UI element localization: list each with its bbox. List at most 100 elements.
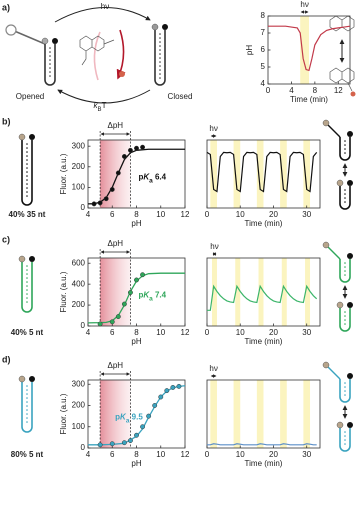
data-point — [91, 201, 97, 207]
base-pair — [26, 405, 28, 407]
y-tick-label: 300 — [72, 141, 86, 150]
base-pair — [26, 417, 28, 419]
x-tick-label: 20 — [269, 450, 278, 459]
y-tick-label: 100 — [72, 422, 86, 431]
fluorophore — [151, 23, 159, 31]
shaded-region — [211, 258, 217, 326]
y-axis-title: pH — [245, 45, 254, 55]
x-axis-title: Time (min) — [245, 459, 283, 468]
x-axis-title: Time (min) — [290, 95, 328, 104]
x-tick-label: 4 — [289, 86, 294, 95]
data-point — [97, 321, 103, 327]
x-tick-label: 10 — [236, 450, 245, 459]
data-point — [140, 144, 146, 150]
fluorophore — [5, 24, 17, 36]
base-pair — [26, 385, 28, 387]
x-tick-label: 8 — [313, 86, 318, 95]
proton — [350, 91, 356, 97]
base-pair — [344, 390, 346, 392]
x-tick-label: 0 — [205, 328, 210, 337]
hairpin-strand — [339, 186, 351, 210]
y-axis-title: Fluor. (a.u.) — [59, 271, 68, 312]
opened-label: Opened — [16, 92, 44, 101]
quencher — [347, 302, 353, 308]
light-label: hν — [209, 364, 217, 373]
base-pair — [159, 61, 161, 63]
pka-part: a — [149, 178, 153, 185]
data-point — [146, 413, 152, 419]
x-tick-label: 10 — [156, 450, 165, 459]
hairpin-strand — [339, 137, 351, 161]
shaded-region — [233, 140, 241, 208]
fluorophore — [336, 179, 344, 187]
pka-part: K — [143, 173, 150, 182]
base-pair — [159, 37, 161, 39]
base-pair — [344, 431, 346, 433]
base-pair — [26, 175, 28, 177]
base-pair — [26, 393, 28, 395]
pka-part: 9.5 — [129, 413, 143, 422]
pka-label: pKa 9.5 — [115, 413, 143, 425]
base-pair — [26, 269, 28, 271]
fluorophore — [18, 255, 26, 263]
base-pair — [26, 273, 28, 275]
data-point — [121, 440, 127, 446]
base-pair — [344, 148, 346, 150]
base-pair — [344, 189, 346, 191]
base-pair — [26, 281, 28, 283]
y-tick-label: 0 — [81, 443, 86, 452]
data-point — [115, 314, 121, 320]
pka-part: a — [126, 418, 130, 425]
base-pair — [26, 397, 28, 399]
pka-label: pKa 6.4 — [138, 173, 166, 185]
quencher — [347, 253, 353, 259]
base-pair — [26, 167, 28, 169]
fluorophore — [322, 119, 330, 127]
range-label: ΔpH — [107, 121, 123, 130]
open-arm — [327, 246, 341, 260]
thermal-part: T — [102, 101, 107, 110]
base-pair — [26, 155, 28, 157]
pka-part: K — [143, 291, 150, 300]
hairpin-strand — [44, 44, 56, 86]
data-point — [103, 196, 109, 202]
base-pair — [159, 41, 161, 43]
base-pair — [344, 315, 346, 317]
base-pair — [344, 435, 346, 437]
base-pair — [26, 195, 28, 197]
shaded-region — [281, 258, 287, 326]
base-pair — [344, 140, 346, 142]
y-tick-label: 200 — [72, 401, 86, 410]
x-tick-label: 4 — [86, 210, 91, 219]
y-axis-title: Fluor. (a.u.) — [59, 393, 68, 434]
base-pair — [26, 183, 28, 185]
x-tick-label: 20 — [269, 210, 278, 219]
base-pair — [344, 262, 346, 264]
thermal-part: k — [94, 101, 99, 110]
arrow-light — [54, 7, 151, 23]
x-axis-title: Time (min) — [245, 219, 283, 228]
data-point — [176, 383, 182, 389]
base-pair — [26, 159, 28, 161]
x-axis-title: pH — [131, 459, 141, 468]
base-pair — [26, 179, 28, 181]
shaded-region — [303, 140, 311, 208]
x-tick-label: 0 — [205, 450, 210, 459]
open-arm — [11, 29, 46, 45]
x-tick-label: 6 — [110, 450, 115, 459]
fluorophore — [18, 133, 26, 141]
base-pair — [344, 382, 346, 384]
data-point — [164, 388, 170, 394]
base-pair — [26, 409, 28, 411]
base-pair — [159, 69, 161, 71]
pka-part: p — [138, 173, 143, 182]
shaded-region — [280, 140, 287, 208]
panel-label: a) — [2, 2, 10, 12]
base-pair — [344, 266, 346, 268]
hairpin-strand — [339, 379, 351, 403]
y-tick-label: 200 — [72, 162, 86, 171]
quencher — [29, 376, 35, 382]
data-point — [170, 384, 176, 390]
base-pair — [26, 143, 28, 145]
